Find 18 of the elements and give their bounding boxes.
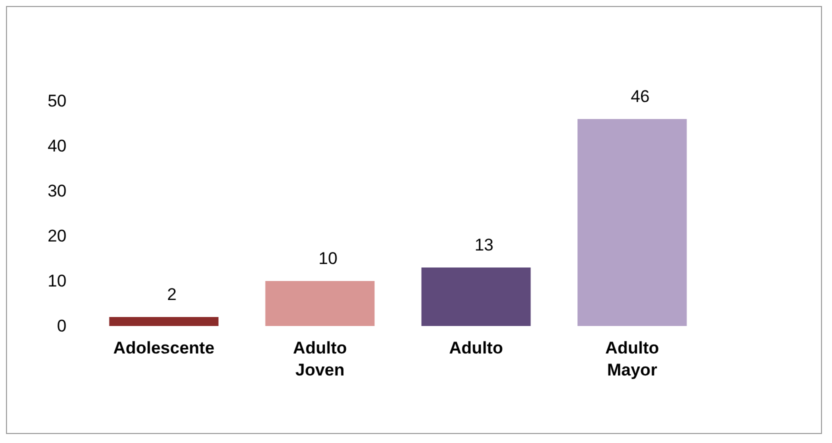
bar [265,281,375,326]
x-tick-label: Adulto Mayor [605,338,660,380]
y-tick-label: 10 [48,272,66,290]
bar [578,119,687,326]
y-tick-label: 30 [48,182,66,200]
x-tick-label: Adulto Joven [293,338,347,380]
y-tick-label: 20 [48,226,66,246]
y-tick-label: 0 [57,316,66,336]
bar [421,268,531,326]
data-label: 10 [318,249,338,268]
bar [109,317,218,326]
y-tick-label: 50 [48,92,66,110]
data-label: 46 [630,87,650,106]
data-label: 2 [167,285,177,304]
x-tick-label: Adolescente [113,338,214,358]
x-tick-label: Adulto [449,338,503,358]
y-tick-label: 40 [48,136,66,156]
data-label: 13 [474,236,494,254]
